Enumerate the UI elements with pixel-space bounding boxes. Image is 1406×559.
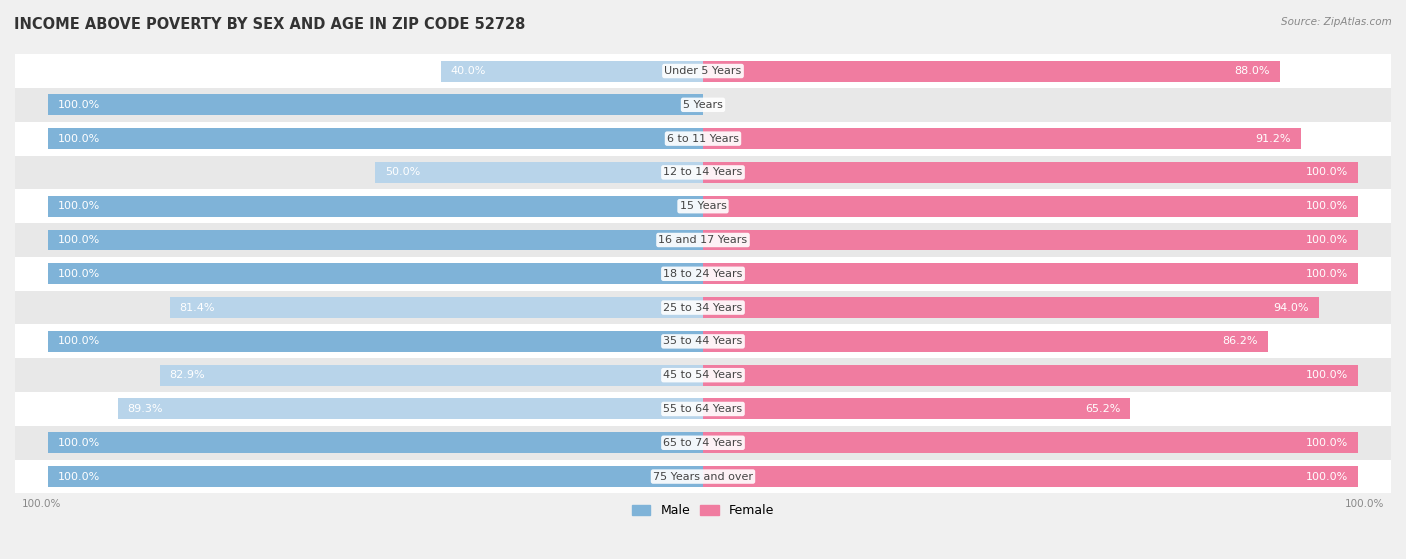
Text: 100.0%: 100.0% <box>1306 472 1348 481</box>
Text: 100.0%: 100.0% <box>58 472 100 481</box>
Bar <box>15 54 1391 88</box>
Text: 50.0%: 50.0% <box>385 167 420 177</box>
Bar <box>703 364 1358 386</box>
Text: 100.0%: 100.0% <box>58 134 100 144</box>
Bar <box>703 297 1319 318</box>
Bar <box>48 432 703 453</box>
Text: 91.2%: 91.2% <box>1256 134 1291 144</box>
Text: 100.0%: 100.0% <box>58 269 100 279</box>
Bar <box>15 324 1391 358</box>
Bar <box>703 399 1130 419</box>
Text: 100.0%: 100.0% <box>1306 167 1348 177</box>
Bar <box>15 190 1391 223</box>
Bar <box>48 128 703 149</box>
Bar <box>703 60 1279 82</box>
Text: 100.0%: 100.0% <box>1346 499 1385 509</box>
Text: 94.0%: 94.0% <box>1274 302 1309 312</box>
Bar <box>15 88 1391 122</box>
Text: 100.0%: 100.0% <box>58 337 100 347</box>
Bar <box>441 60 703 82</box>
Text: 100.0%: 100.0% <box>1306 201 1348 211</box>
Text: 100.0%: 100.0% <box>58 201 100 211</box>
Text: 55 to 64 Years: 55 to 64 Years <box>664 404 742 414</box>
Bar <box>703 230 1358 250</box>
Text: 100.0%: 100.0% <box>1306 235 1348 245</box>
Bar <box>703 162 1358 183</box>
Text: 100.0%: 100.0% <box>21 499 60 509</box>
Text: 15 Years: 15 Years <box>679 201 727 211</box>
Text: 25 to 34 Years: 25 to 34 Years <box>664 302 742 312</box>
Bar <box>15 257 1391 291</box>
Text: 100.0%: 100.0% <box>58 100 100 110</box>
Text: 16 and 17 Years: 16 and 17 Years <box>658 235 748 245</box>
Bar <box>375 162 703 183</box>
Legend: Male, Female: Male, Female <box>627 499 779 522</box>
Bar <box>703 196 1358 217</box>
Bar <box>48 230 703 250</box>
Bar <box>15 122 1391 155</box>
Bar <box>118 399 703 419</box>
Text: 65 to 74 Years: 65 to 74 Years <box>664 438 742 448</box>
Text: 35 to 44 Years: 35 to 44 Years <box>664 337 742 347</box>
Text: 12 to 14 Years: 12 to 14 Years <box>664 167 742 177</box>
Text: 82.9%: 82.9% <box>170 370 205 380</box>
Text: 18 to 24 Years: 18 to 24 Years <box>664 269 742 279</box>
Text: 6 to 11 Years: 6 to 11 Years <box>666 134 740 144</box>
Text: 88.0%: 88.0% <box>1234 66 1270 76</box>
Bar <box>15 291 1391 324</box>
Text: 100.0%: 100.0% <box>58 438 100 448</box>
Bar <box>15 155 1391 190</box>
Text: 86.2%: 86.2% <box>1222 337 1258 347</box>
Bar <box>48 196 703 217</box>
Text: 75 Years and over: 75 Years and over <box>652 472 754 481</box>
Bar <box>160 364 703 386</box>
Bar <box>703 331 1268 352</box>
Bar <box>703 263 1358 285</box>
Text: 45 to 54 Years: 45 to 54 Years <box>664 370 742 380</box>
Bar <box>703 466 1358 487</box>
Text: 65.2%: 65.2% <box>1085 404 1121 414</box>
Text: 40.0%: 40.0% <box>451 66 486 76</box>
Bar <box>15 392 1391 426</box>
Bar <box>703 432 1358 453</box>
Bar <box>170 297 703 318</box>
Bar <box>703 128 1301 149</box>
Bar <box>15 358 1391 392</box>
Text: 100.0%: 100.0% <box>58 235 100 245</box>
Bar <box>15 459 1391 494</box>
Bar <box>48 466 703 487</box>
Text: 100.0%: 100.0% <box>1306 370 1348 380</box>
Bar <box>48 263 703 285</box>
Bar <box>48 331 703 352</box>
Text: INCOME ABOVE POVERTY BY SEX AND AGE IN ZIP CODE 52728: INCOME ABOVE POVERTY BY SEX AND AGE IN Z… <box>14 17 526 32</box>
Text: 100.0%: 100.0% <box>1306 269 1348 279</box>
Text: 81.4%: 81.4% <box>180 302 215 312</box>
Bar <box>15 223 1391 257</box>
Text: 89.3%: 89.3% <box>128 404 163 414</box>
Bar <box>48 94 703 115</box>
Text: Source: ZipAtlas.com: Source: ZipAtlas.com <box>1281 17 1392 27</box>
Text: 100.0%: 100.0% <box>1306 438 1348 448</box>
Text: Under 5 Years: Under 5 Years <box>665 66 741 76</box>
Text: 5 Years: 5 Years <box>683 100 723 110</box>
Bar <box>15 426 1391 459</box>
